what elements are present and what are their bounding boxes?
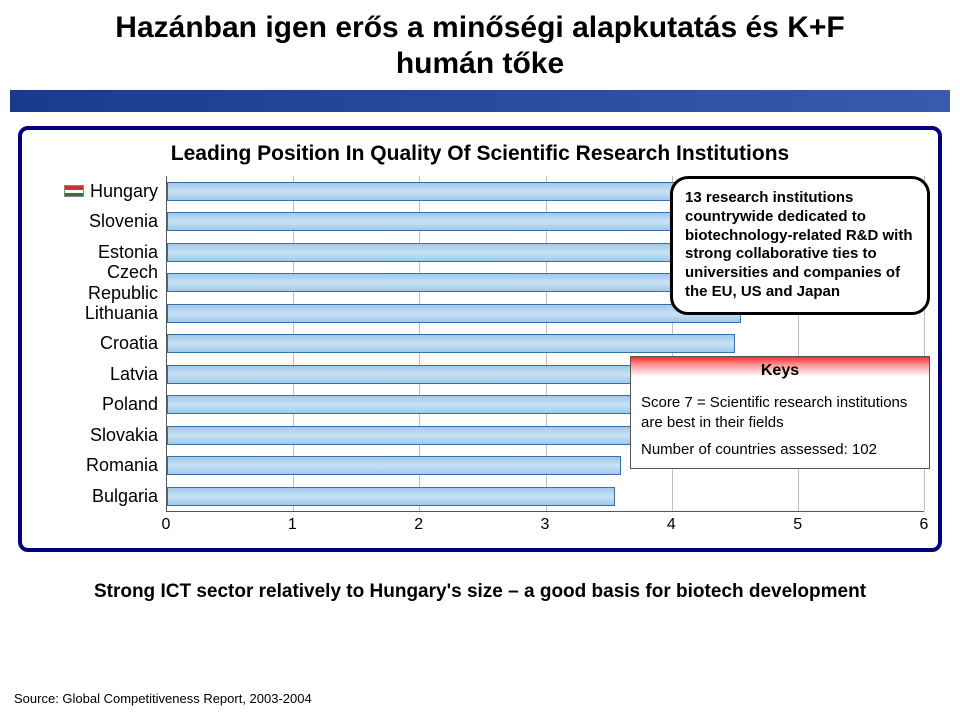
country-label: Poland bbox=[102, 394, 158, 415]
keys-line-1: Score 7 = Scientific research institutio… bbox=[641, 393, 919, 434]
country-label: Romania bbox=[86, 455, 158, 476]
footer-note: Strong ICT sector relatively to Hungary'… bbox=[40, 580, 920, 605]
callout-text: 13 research institutions countrywide ded… bbox=[685, 189, 913, 300]
country-label-row: Slovenia bbox=[36, 207, 158, 238]
keys-box: Keys Score 7 = Scientific research insti… bbox=[630, 356, 930, 469]
x-axis: 0123456 bbox=[166, 512, 924, 538]
bar bbox=[167, 395, 710, 414]
y-axis-labels: Hungary Slovenia Estonia Czech Republic Lith… bbox=[36, 176, 166, 512]
x-tick: 1 bbox=[288, 516, 297, 534]
country-label-row: Bulgaria bbox=[36, 481, 158, 512]
country-label-row: Hungary bbox=[36, 176, 158, 207]
divider-bar bbox=[10, 90, 950, 112]
title-line-2: humán tőke bbox=[396, 47, 564, 80]
x-tick: 5 bbox=[793, 516, 802, 534]
country-label: Estonia bbox=[98, 242, 158, 263]
country-label: Bulgaria bbox=[92, 486, 158, 507]
country-label-row: Slovakia bbox=[36, 420, 158, 451]
country-label: Slovenia bbox=[89, 211, 158, 232]
keys-body: Score 7 = Scientific research institutio… bbox=[631, 385, 929, 468]
x-tick: 6 bbox=[920, 516, 929, 534]
keys-line-2: Number of countries assessed: 102 bbox=[641, 440, 919, 460]
bar bbox=[167, 304, 741, 323]
country-label: Croatia bbox=[100, 333, 158, 354]
x-tick: 3 bbox=[541, 516, 550, 534]
flag-icon bbox=[64, 185, 84, 197]
country-label-row: Croatia bbox=[36, 329, 158, 360]
bar bbox=[167, 426, 703, 445]
x-tick: 4 bbox=[667, 516, 676, 534]
bar bbox=[167, 334, 735, 353]
country-label-row: Czech Republic bbox=[36, 268, 158, 299]
country-label: Slovakia bbox=[90, 425, 158, 446]
country-label-row: Latvia bbox=[36, 359, 158, 390]
source-text: Source: Global Competitiveness Report, 2… bbox=[14, 691, 312, 706]
country-label: Lithuania bbox=[85, 303, 158, 324]
title-line-1: Hazánban igen erős a minőségi alapkutatá… bbox=[115, 11, 844, 44]
country-label-row: Poland bbox=[36, 390, 158, 421]
x-tick: 2 bbox=[414, 516, 423, 534]
bar bbox=[167, 487, 615, 506]
callout-box: 13 research institutions countrywide ded… bbox=[670, 176, 930, 315]
country-label: Latvia bbox=[110, 364, 158, 385]
country-label: Hungary bbox=[90, 181, 158, 202]
country-label-row: Lithuania bbox=[36, 298, 158, 329]
country-label-row: Romania bbox=[36, 451, 158, 482]
keys-title: Keys bbox=[631, 357, 929, 385]
panel-title: Leading Position In Quality Of Scientifi… bbox=[36, 142, 924, 166]
page-title: Hazánban igen erős a minőségi alapkutatá… bbox=[0, 0, 960, 90]
x-tick: 0 bbox=[162, 516, 171, 534]
bar bbox=[167, 456, 621, 475]
